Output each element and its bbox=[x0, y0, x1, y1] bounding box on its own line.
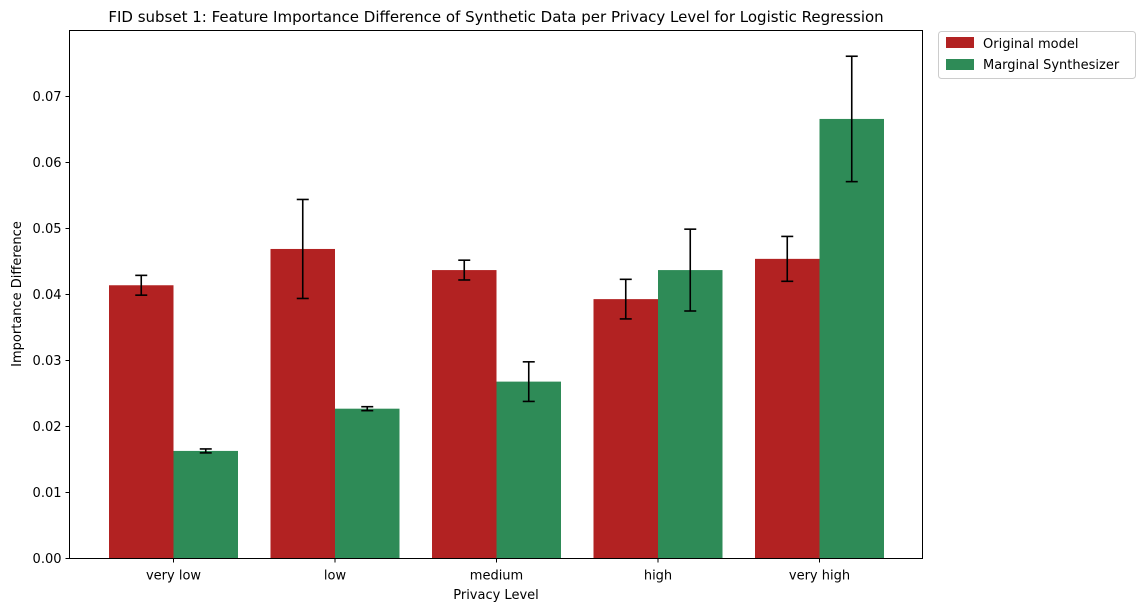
y-tick-label: 0.01 bbox=[33, 486, 62, 501]
bar-marginal-synthesizer-high bbox=[658, 270, 723, 559]
x-axis: very low low medium high very high bbox=[146, 558, 850, 584]
bar-marginal-synthesizer-very-high bbox=[819, 118, 884, 559]
y-tick-label: 0.02 bbox=[33, 420, 62, 435]
x-tick-label: very low bbox=[146, 569, 201, 584]
legend-swatch-marginal-synthesizer bbox=[946, 59, 974, 70]
bar-original-model-high bbox=[593, 299, 658, 559]
bar-original-model-very-high bbox=[755, 258, 820, 559]
bar-original-model-low bbox=[270, 248, 335, 559]
legend-label-marginal-synthesizer: Marginal Synthesizer bbox=[983, 58, 1120, 73]
bar-original-model-medium bbox=[432, 270, 497, 559]
bar-marginal-synthesizer-medium bbox=[496, 381, 561, 559]
legend: Original model Marginal Synthesizer bbox=[938, 31, 1136, 79]
bar-marginal-synthesizer-low bbox=[335, 408, 400, 559]
y-tick-label: 0.05 bbox=[33, 222, 62, 237]
y-tick-label: 0.03 bbox=[33, 354, 62, 369]
bar-original-model-very-low bbox=[109, 285, 174, 559]
y-tick-label: 0.07 bbox=[33, 90, 62, 105]
x-tick-label: medium bbox=[470, 569, 523, 584]
y-tick-label: 0.06 bbox=[33, 156, 62, 171]
x-axis-label: Privacy Level bbox=[453, 588, 539, 603]
error-bars-layer bbox=[135, 55, 858, 454]
y-axis-label: Importance Difference bbox=[10, 221, 25, 367]
chart-title: FID subset 1: Feature Importance Differe… bbox=[108, 8, 883, 26]
bar-marginal-synthesizer-very-low bbox=[173, 450, 238, 559]
legend-label-original-model: Original model bbox=[983, 37, 1078, 52]
x-tick-label: low bbox=[324, 569, 347, 584]
legend-swatch-original-model bbox=[946, 37, 974, 48]
x-tick-label: very high bbox=[789, 569, 850, 584]
x-tick-label: high bbox=[644, 569, 672, 584]
y-tick-label: 0.00 bbox=[33, 552, 62, 567]
bars-layer bbox=[109, 118, 884, 559]
y-axis: 0.00 0.01 0.02 0.03 0.04 0.05 0.06 0.07 bbox=[33, 90, 70, 567]
legend-frame bbox=[938, 31, 1136, 79]
y-tick-label: 0.04 bbox=[33, 288, 62, 303]
